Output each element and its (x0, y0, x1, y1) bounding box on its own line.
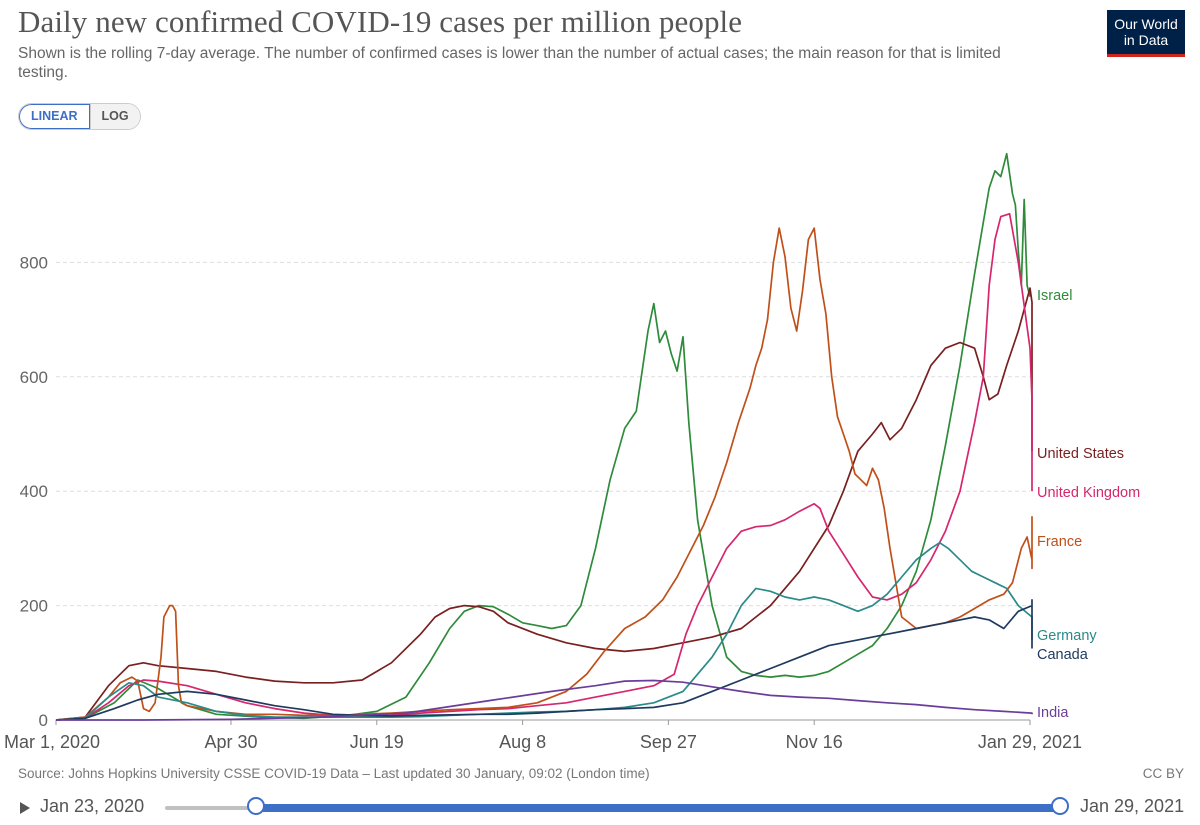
x-tick-label: Jan 29, 2021 (978, 732, 1082, 752)
y-tick-label: 200 (20, 597, 48, 616)
series-line-canada (55, 599, 1033, 721)
x-tick-label: Mar 1, 2020 (4, 732, 100, 752)
x-axis-ticks: Mar 1, 2020 Apr 30 Jun 19 Aug 8 Sep 27 Nov 16… (4, 720, 1082, 752)
x-tick-label: Apr 30 (204, 732, 257, 752)
y-tick-label: 0 (39, 711, 48, 730)
timeline-start-label: Jan 23, 2020 (40, 796, 145, 816)
logo-line-1: Our World (1114, 16, 1178, 32)
series-label-canada: Canada (1037, 647, 1089, 663)
timeline-end-handle[interactable] (1051, 797, 1069, 815)
play-icon[interactable] (20, 802, 30, 814)
source-note: Source: Johns Hopkins University CSSE CO… (18, 766, 650, 781)
x-tick-label: Jun 19 (350, 732, 404, 752)
series-label-israel: Israel (1037, 288, 1072, 304)
linear-scale-button[interactable]: LINEAR (19, 104, 90, 129)
series-label-united-kingdom: United Kingdom (1037, 485, 1140, 501)
series-label-united-states: United States (1037, 446, 1124, 462)
timeline-slider: Jan 23, 2020 Jan 29, 2021 (0, 790, 1200, 825)
series-line-germany (55, 541, 1033, 721)
scale-toggle: LINEAR LOG (18, 103, 141, 130)
timeline-track[interactable] (165, 806, 257, 810)
owid-logo[interactable]: Our World in Data (1107, 10, 1185, 57)
y-tick-label: 800 (20, 253, 48, 272)
log-scale-button[interactable]: LOG (89, 104, 140, 129)
x-tick-label: Sep 27 (640, 732, 697, 752)
series-line-united-states (55, 287, 1033, 721)
logo-line-2: in Data (1123, 32, 1169, 48)
license-link[interactable]: CC BY (1142, 766, 1184, 781)
timeline-end-label: Jan 29, 2021 (1080, 796, 1185, 816)
series-label-france: France (1037, 534, 1082, 550)
y-tick-label: 400 (20, 482, 48, 501)
y-axis-ticks: 0 200 400 600 800 (20, 253, 48, 730)
chart-title: Daily new confirmed COVID-19 cases per m… (18, 4, 743, 39)
x-tick-label: Nov 16 (786, 732, 843, 752)
y-tick-label: 600 (20, 368, 48, 387)
series-labels: Israel United States United Kingdom France G… (1037, 288, 1140, 721)
chart-subtitle: Shown is the rolling 7-day average. The … (18, 45, 1001, 81)
series-line-india (56, 679, 1033, 721)
grid-lines (56, 261, 1030, 721)
series-line-france (55, 227, 1033, 721)
series-lines (55, 152, 1033, 721)
timeline-start-handle[interactable] (247, 797, 265, 815)
series-line-israel (55, 152, 1031, 721)
series-label-germany: Germany (1037, 628, 1097, 644)
x-tick-label: Aug 8 (499, 732, 546, 752)
series-label-india: India (1037, 705, 1069, 721)
series-line-united-kingdom (55, 212, 1033, 721)
timeline-selected-range[interactable] (257, 804, 1060, 812)
